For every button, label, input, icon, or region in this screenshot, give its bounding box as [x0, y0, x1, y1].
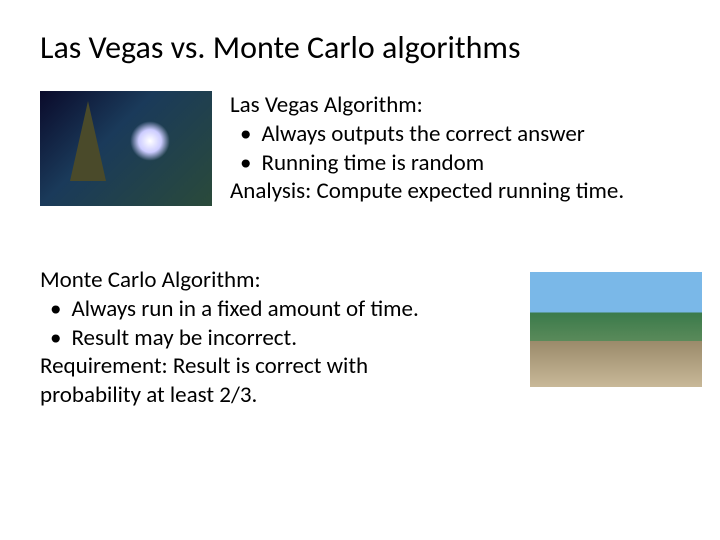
monte-carlo-heading: Monte Carlo Algorithm:	[40, 266, 419, 295]
monte-carlo-bullets: Always run in a fixed amount of time. Re…	[40, 295, 419, 353]
bullet-item: Running time is random	[230, 149, 624, 178]
las-vegas-analysis: Analysis: Compute expected running time.	[230, 177, 624, 205]
monte-carlo-section: Monte Carlo Algorithm: Always run in a f…	[0, 266, 720, 410]
las-vegas-section: Las Vegas Algorithm: Always outputs the …	[0, 91, 720, 206]
monte-carlo-text: Monte Carlo Algorithm: Always run in a f…	[40, 266, 419, 410]
bullet-item: Always run in a fixed amount of time.	[40, 295, 419, 324]
monte-carlo-req-line2: probability at least 2/3.	[40, 381, 257, 409]
las-vegas-image	[40, 91, 212, 206]
slide-title: Las Vegas vs. Monte Carlo algorithms	[0, 0, 720, 67]
las-vegas-bullets: Always outputs the correct answer Runnin…	[230, 120, 624, 178]
las-vegas-text: Las Vegas Algorithm: Always outputs the …	[230, 91, 624, 206]
las-vegas-heading: Las Vegas Algorithm:	[230, 91, 624, 120]
bullet-item: Result may be incorrect.	[40, 324, 419, 353]
monte-carlo-image	[530, 272, 702, 387]
monte-carlo-req-line1: Requirement: Result is correct with	[40, 352, 368, 380]
bullet-item: Always outputs the correct answer	[230, 120, 624, 149]
